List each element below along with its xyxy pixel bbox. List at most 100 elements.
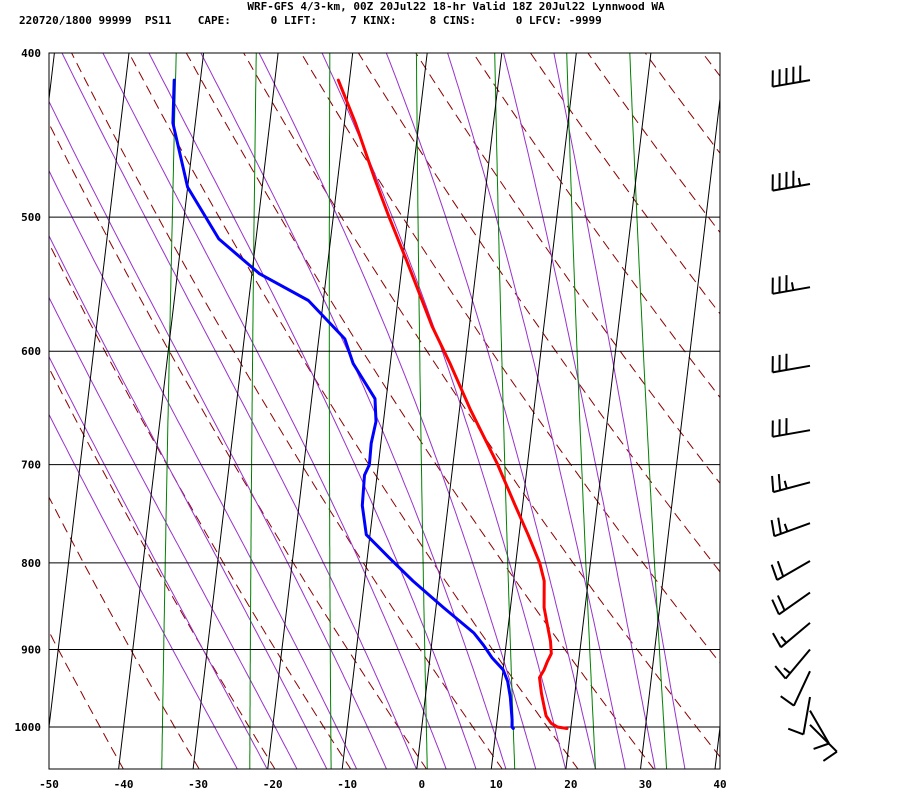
isotherm	[416, 52, 503, 770]
axis-tick-labels: -50 -40 -30 -20 -10 0 10 20 30 40 400 500 600 700 800 9…	[15, 47, 727, 791]
dry-adiabat	[243, 53, 720, 758]
dry-adiabat	[300, 53, 720, 664]
x-tick-label: -50	[39, 778, 59, 791]
wind-barb	[787, 696, 811, 736]
wind-barb	[774, 648, 811, 680]
isotherm	[118, 52, 205, 770]
dry-adiabat	[49, 242, 352, 769]
background-lines	[49, 15, 900, 770]
dry-adiabat	[844, 15, 900, 770]
wind-barb-staff	[772, 183, 811, 192]
mixing-ratio-line	[566, 53, 596, 769]
isotherm	[48, 52, 55, 99]
y-tick-label: 600	[21, 345, 41, 358]
moist-adiabat	[49, 169, 358, 769]
wind-barb-flag	[776, 560, 785, 577]
wind-barb-half-flag	[783, 523, 789, 532]
wind-barb-staff	[780, 622, 811, 649]
moist-adiabat	[321, 53, 567, 769]
wind-barb	[770, 560, 811, 581]
wind-barb-staff	[802, 696, 811, 735]
mixing-ratio-line	[249, 53, 257, 769]
moist-adiabat	[49, 100, 388, 769]
x-tick-label: -20	[263, 778, 283, 791]
isotherm	[490, 52, 577, 770]
dewpoint-line	[171, 78, 515, 730]
x-tick-label: 10	[490, 778, 503, 791]
isotherm	[192, 52, 279, 770]
wind-barb-staff	[809, 710, 830, 745]
wind-barb-staff	[776, 560, 811, 581]
wind-barb-staff	[772, 286, 811, 295]
chart-title: WRF-GFS 4/3-km, 00Z 20Jul22 18-hr Valid …	[247, 0, 665, 13]
x-tick-label: 40	[713, 778, 726, 791]
wind-barb-half-flag	[783, 480, 788, 489]
y-tick-label: 400	[21, 47, 41, 60]
dry-adiabat	[49, 496, 200, 769]
wind-barb	[772, 622, 811, 649]
wind-barb-half-flag	[790, 282, 795, 291]
wind-barb	[771, 418, 811, 438]
moist-adiabat	[102, 53, 447, 769]
moist-adiabat	[447, 53, 626, 769]
sounding-traces	[171, 78, 569, 730]
wind-barb-half-flag	[783, 667, 791, 674]
isotherm	[341, 52, 428, 770]
wind-barb	[809, 724, 838, 762]
wind-barb-flag	[771, 475, 775, 493]
wind-barb-staff	[772, 429, 811, 438]
wind-barb-flag	[770, 564, 779, 581]
wind-barb-staff	[784, 648, 811, 680]
wind-barb-flag	[771, 599, 780, 615]
wind-barb-staff	[809, 724, 838, 753]
moist-adiabat	[49, 234, 328, 769]
wind-barbs	[770, 65, 838, 762]
dry-adiabat	[529, 53, 720, 315]
dry-adiabat	[415, 53, 720, 485]
x-tick-label: -40	[114, 778, 134, 791]
dry-adiabat	[128, 53, 579, 769]
isotherm	[267, 52, 354, 770]
wind-barb	[770, 517, 811, 538]
dry-adiabat	[71, 53, 503, 769]
y-tick-label: 500	[21, 211, 41, 224]
wind-barb-staff	[792, 670, 811, 707]
y-tick-label: 1000	[15, 721, 42, 734]
y-tick-label: 900	[21, 644, 41, 657]
dry-adiabat	[587, 53, 720, 234]
moist-adiabat	[61, 53, 417, 769]
wind-barb-flag	[770, 519, 776, 537]
wind-barb-flag	[787, 727, 804, 736]
wind-barb-flag	[774, 665, 787, 680]
mixing-ratio-line	[415, 53, 428, 769]
mixing-ratio-line	[328, 53, 332, 769]
wind-barb-flag	[813, 742, 830, 750]
dry-adiabat	[49, 366, 276, 769]
wind-barb-flag	[772, 632, 782, 648]
grid	[48, 52, 721, 770]
wind-barb-half-flag	[797, 177, 802, 186]
dry-adiabat	[731, 15, 900, 770]
mixing-ratio-line	[629, 53, 668, 769]
plot-frame	[48, 52, 721, 770]
dry-adiabat	[49, 122, 428, 769]
wind-barb-staff	[772, 364, 811, 374]
wind-barb-flag	[780, 695, 795, 707]
isotherm	[565, 52, 652, 770]
wind-barb	[809, 710, 830, 750]
moist-adiabat	[49, 355, 268, 769]
wind-barb-staff	[773, 522, 811, 538]
moist-adiabat	[200, 53, 507, 769]
wind-barb	[771, 170, 811, 192]
wind-barb	[771, 275, 811, 295]
mixing-ratio-line	[161, 53, 177, 769]
wind-barb-flag	[777, 517, 782, 534]
sounding-indices: 220720/1800 99999 PS11 CAPE: 0 LIFT: 7 K…	[19, 14, 602, 27]
moist-adiabat	[49, 413, 238, 769]
x-tick-label: 20	[564, 778, 577, 791]
wind-barb-staff	[772, 79, 811, 88]
moist-adiabat	[553, 53, 686, 769]
wind-barb-staff	[778, 591, 811, 616]
y-tick-label: 700	[21, 459, 41, 472]
